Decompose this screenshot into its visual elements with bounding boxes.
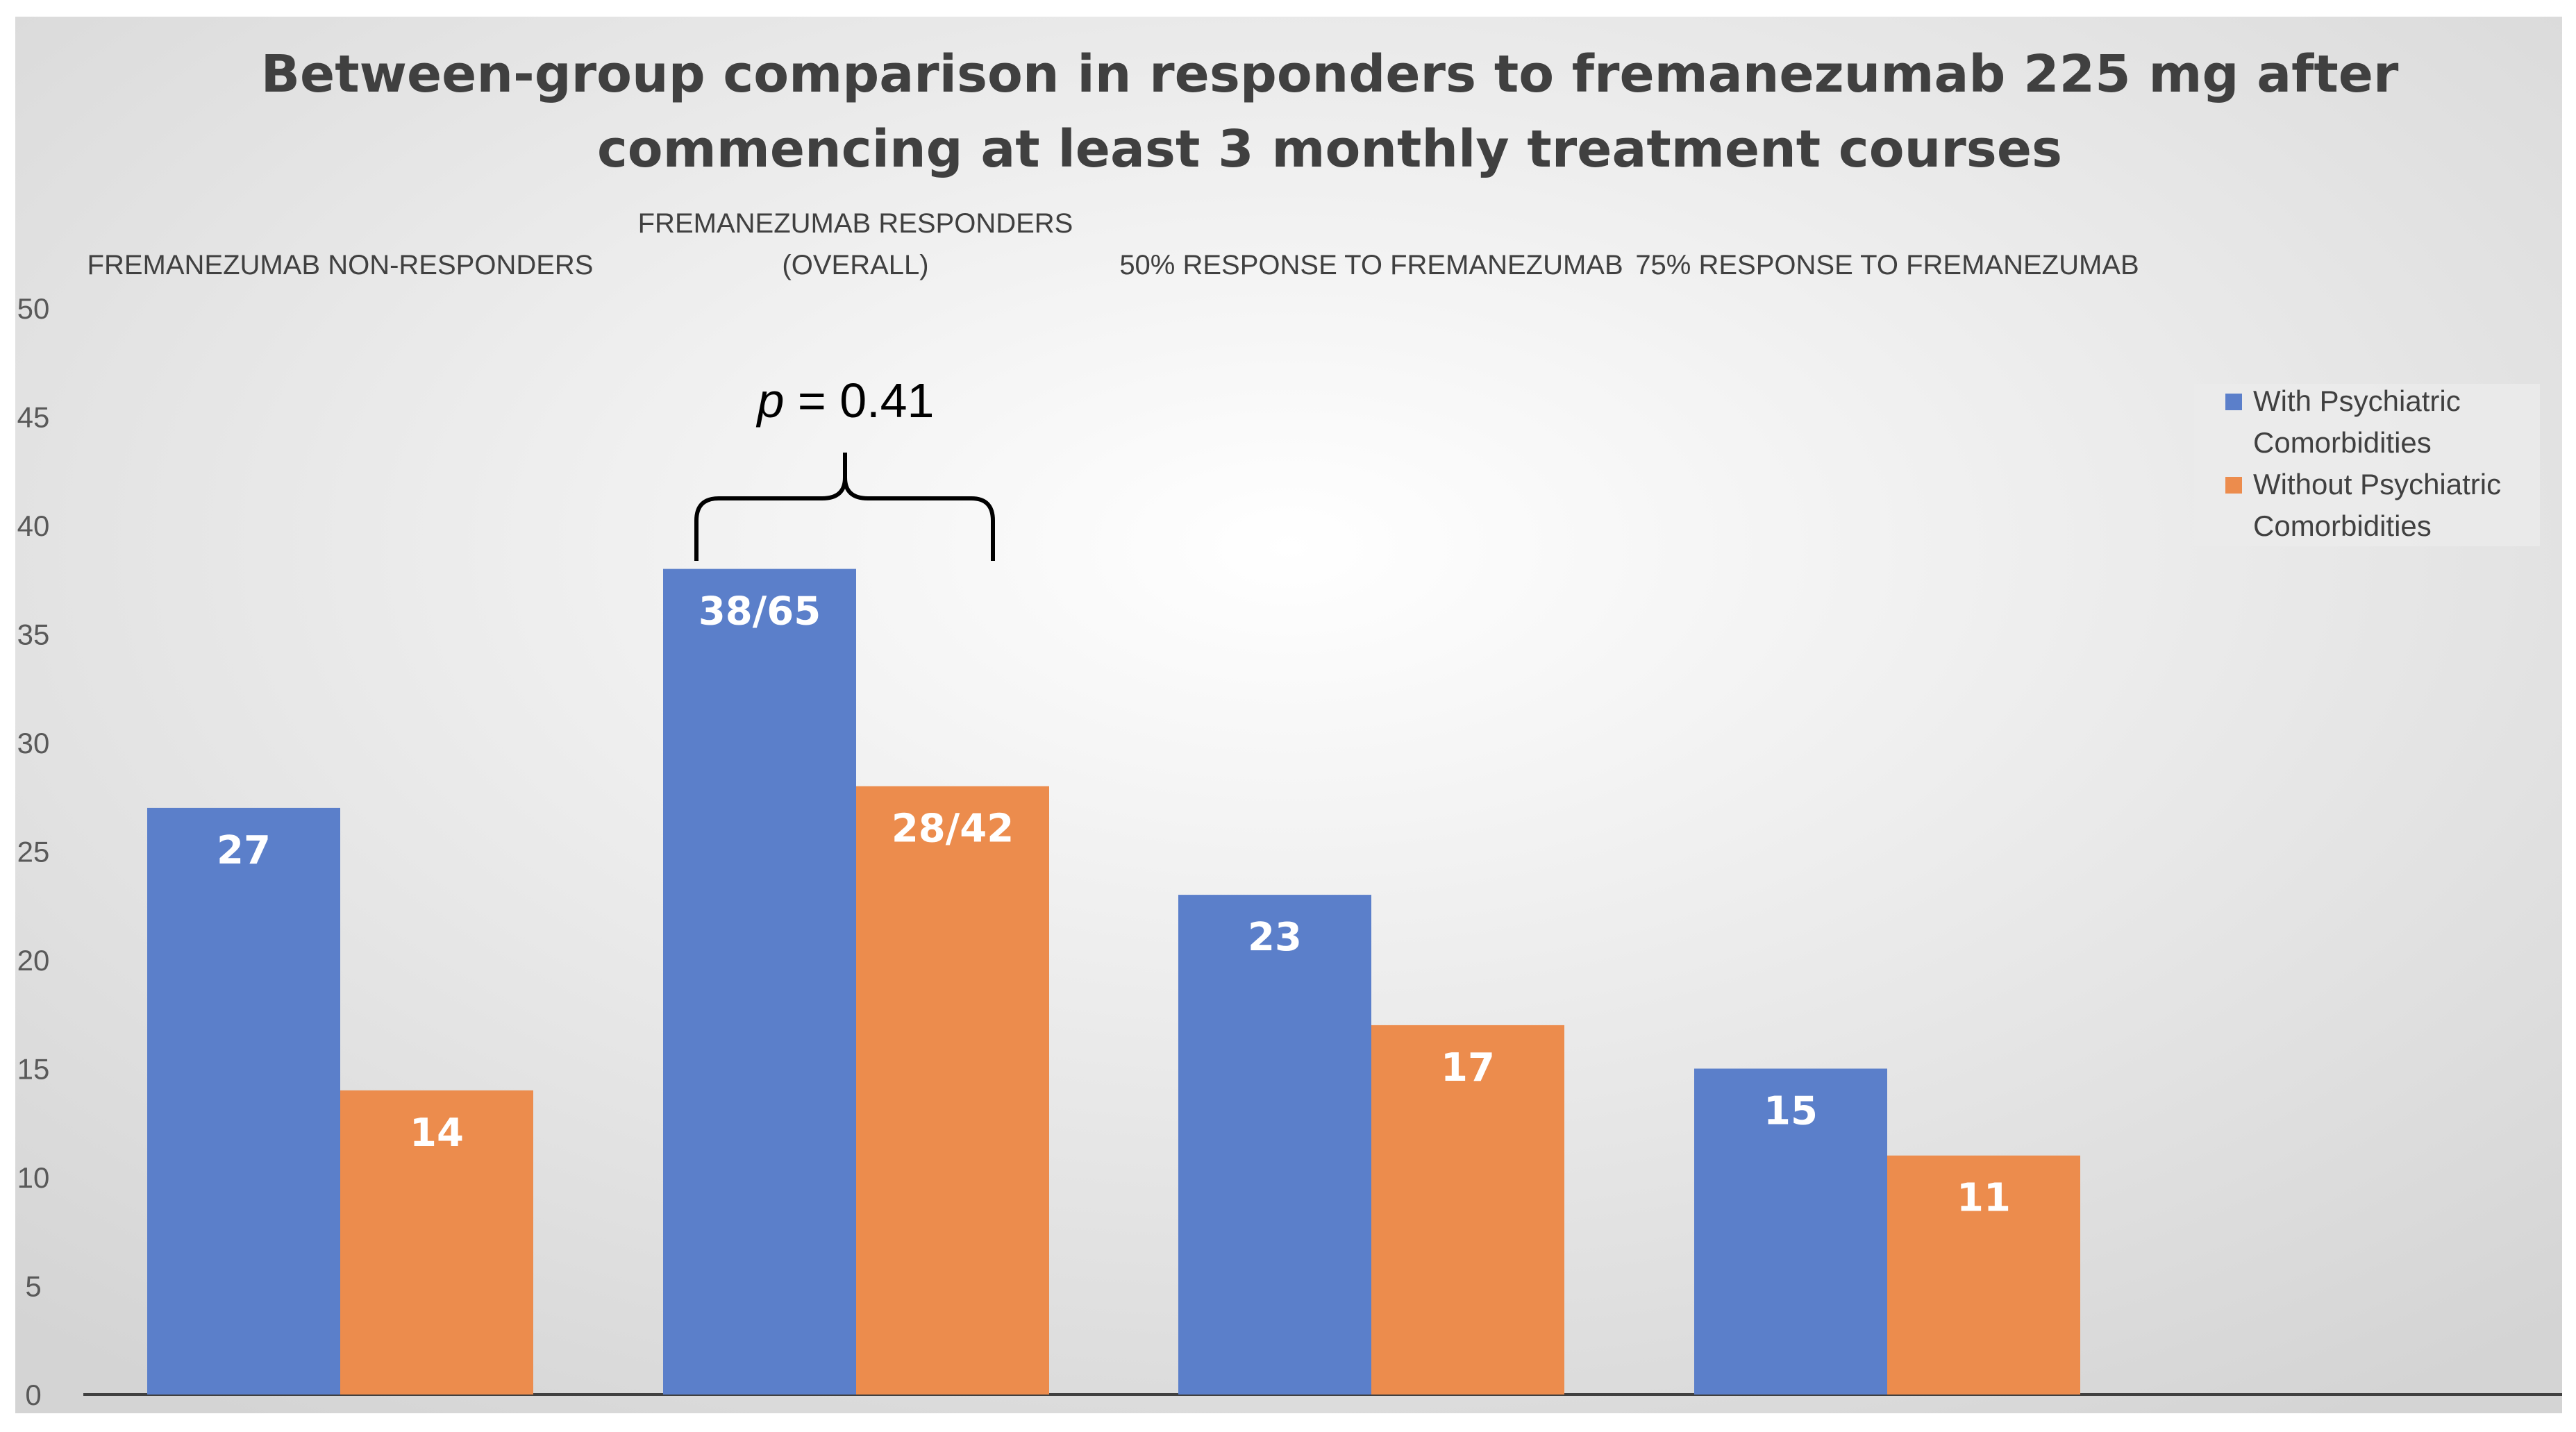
bar-50pct-response-without	[1371, 1025, 1564, 1395]
data-label-50pct-response-without: 17	[1441, 1045, 1495, 1090]
data-label-responders-overall-with: 38/65	[699, 589, 821, 634]
y-tick-label-0: 0	[25, 1379, 41, 1411]
bar-50pct-response-with	[1178, 895, 1371, 1395]
data-label-75pct-response-with: 15	[1764, 1089, 1818, 1134]
bar-responders-overall-without	[856, 786, 1049, 1395]
y-tick-label-25: 25	[17, 836, 50, 868]
p-value-text: = 0.41	[784, 373, 934, 428]
y-tick-label-40: 40	[17, 509, 50, 542]
category-label-responders-overall-line-2: (OVERALL)	[782, 250, 928, 280]
y-tick-label-50: 50	[17, 292, 50, 325]
legend-box	[2194, 384, 2540, 546]
data-label-non-responders-without: 14	[410, 1111, 464, 1156]
bar-75pct-response-with	[1694, 1068, 1887, 1395]
y-tick-label-20: 20	[17, 944, 50, 977]
bar-non-responders-with	[147, 807, 340, 1395]
data-label-responders-overall-without: 28/42	[892, 807, 1014, 852]
legend-label-without-line-2: Comorbidities	[2253, 509, 2432, 542]
category-labels: FREMANEZUMAB NON-RESPONDERS FREMANEZUMAB …	[87, 208, 2139, 280]
y-tick-label-10: 10	[17, 1161, 50, 1194]
data-label-75pct-response-without: 11	[1957, 1176, 2011, 1221]
y-tick-label-15: 15	[17, 1053, 50, 1086]
p-symbol: p	[756, 373, 785, 428]
p-value-annotation: p = 0.41	[694, 373, 995, 561]
bars	[147, 568, 2080, 1395]
category-label-responders-overall-line-1: FREMANEZUMAB RESPONDERS	[638, 208, 1073, 239]
chart-title-line-2: commencing at least 3 monthly treatment …	[597, 119, 2062, 179]
legend-label-without-line-1: Without Psychiatric	[2253, 468, 2501, 500]
y-axis-tick-labels: 0 5 10 15 20 25 30 35 40 45 50	[17, 292, 50, 1411]
chart-title-line-1: Between-group comparison in responders t…	[261, 44, 2399, 104]
data-label-non-responders-with: 27	[217, 828, 271, 873]
bar-responders-overall-with	[663, 568, 856, 1395]
significance-bracket	[694, 453, 995, 561]
legend-label-with-line-2: Comorbidities	[2253, 426, 2432, 459]
bar-75pct-response-without	[1887, 1155, 2080, 1395]
legend-swatch-without	[2225, 477, 2242, 494]
bar-data-labels: 27 38/65 23 15 14 28/42 17 11	[217, 589, 2011, 1221]
category-label-75pct-response: 75% RESPONSE TO FREMANEZUMAB	[1635, 250, 2139, 280]
y-tick-label-35: 35	[17, 618, 50, 651]
category-label-50pct-response: 50% RESPONSE TO FREMANEZUMAB	[1119, 250, 1623, 280]
legend: With Psychiatric Comorbidities Without P…	[2194, 384, 2540, 546]
category-label-non-responders: FREMANEZUMAB NON-RESPONDERS	[87, 250, 594, 280]
y-tick-label-5: 5	[25, 1270, 41, 1303]
legend-swatch-with	[2225, 394, 2242, 410]
p-value-label: p = 0.41	[756, 373, 935, 428]
data-label-50pct-response-with: 23	[1248, 915, 1302, 960]
y-tick-label-30: 30	[17, 727, 50, 759]
bar-non-responders-without	[340, 1090, 533, 1395]
legend-label-with-line-1: With Psychiatric	[2253, 385, 2461, 417]
y-tick-label-45: 45	[17, 401, 50, 434]
